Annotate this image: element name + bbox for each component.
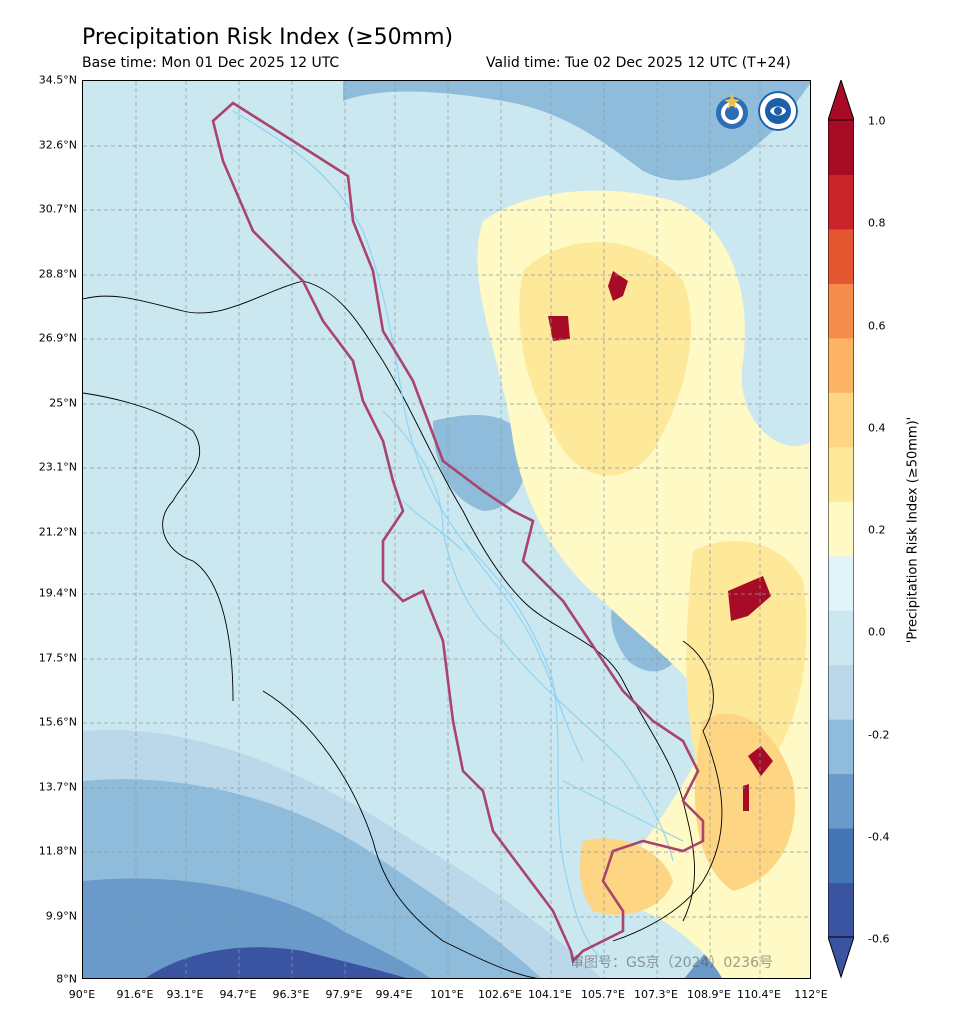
lon-tick-label: 94.7°E [219, 988, 257, 1001]
risk-cell-sichuan [608, 271, 628, 301]
lat-tick-label: 26.9°N [38, 331, 77, 345]
risk-map [83, 81, 810, 978]
colorbar-segments [828, 120, 854, 938]
colorbar-segment [828, 501, 854, 557]
contour-band-pos03-north [519, 242, 692, 476]
lat-tick-label: 32.6°N [38, 138, 77, 152]
colorbar-segment [828, 120, 854, 175]
lat-tick-label: 9.9°N [45, 909, 77, 923]
lat-tick-label: 11.8°N [38, 844, 77, 858]
contour-band-north [343, 81, 810, 181]
base-time: Base time: Mon 01 Dec 2025 12 UTC [82, 55, 340, 71]
colorbar-label: 0.8 [868, 216, 886, 230]
risk-cell-coast-small [743, 784, 749, 811]
colorbar-max-extend [828, 80, 854, 121]
lon-tick-label: 105.7°E [581, 988, 625, 1001]
chart-title: Precipitation Risk Index (≥50mm) [82, 25, 454, 50]
lat-tick-label: 25°N [49, 396, 77, 410]
country-borders [83, 280, 723, 978]
contour-blob-yunnan [433, 415, 526, 511]
colorbar-segment [828, 446, 854, 502]
colorbar-segment [828, 392, 854, 448]
graticule [83, 81, 810, 978]
colorbar-min-extend [828, 936, 854, 979]
contour-band-neg05 [145, 947, 407, 978]
lon-tick-label: 99.4°E [375, 988, 413, 1001]
colorbar-segment [828, 283, 854, 339]
lat-tick-label: 19.4°N [38, 586, 77, 600]
colorbar-segment [828, 664, 854, 720]
risk-cell-vietnam-coast [748, 746, 773, 776]
wmo-logo [716, 93, 748, 129]
lon-tick-label: 91.6°E [116, 988, 154, 1001]
lat-tick-label: 30.7°N [38, 202, 77, 216]
lon-tick-label: 93.1°E [166, 988, 204, 1001]
lon-tick-label: 108.9°E [687, 988, 731, 1001]
lon-tick-label: 102.6°E [478, 988, 522, 1001]
lon-tick-label: 104.1°E [528, 988, 572, 1001]
colorbar-label: -0.6 [868, 932, 890, 946]
colorbar-segment [828, 228, 854, 284]
colorbar-segment [828, 555, 854, 611]
colorbar-segment [828, 773, 854, 829]
lat-tick-label: 8°N [56, 972, 77, 986]
colorbar-label: 0.6 [868, 319, 886, 333]
colorbar-title: 'Precipitation Risk Index (≥50mm)' [905, 416, 921, 644]
risk-cell-guizhou [548, 316, 570, 341]
colorbar-segment [828, 828, 854, 884]
river-network [232, 110, 684, 962]
lon-tick-label: 110.4°E [737, 988, 781, 1001]
colorbar-segment [828, 174, 854, 230]
lon-tick-label: 112°E [794, 988, 828, 1001]
colorbar-segment [828, 337, 854, 393]
valid-time: Valid time: Tue 02 Dec 2025 12 UTC (T+24… [486, 55, 791, 71]
lat-tick-label: 15.6°N [38, 715, 77, 729]
lon-tick-label: 97.9°E [325, 988, 363, 1001]
lon-tick-label: 107.3°E [634, 988, 678, 1001]
lon-tick-label: 96.3°E [272, 988, 310, 1001]
map-panel [82, 80, 811, 979]
lat-tick-label: 23.1°N [38, 460, 77, 474]
lat-tick-label: 34.5°N [38, 73, 77, 87]
basin-outline [211, 101, 705, 964]
lat-tick-label: 17.5°N [38, 651, 77, 665]
colorbar-label: 0.0 [868, 625, 886, 639]
colorbar-label: 0.2 [868, 523, 886, 537]
contour-band-pos04-south [580, 838, 673, 915]
colorbar [828, 80, 854, 979]
colorbar-label: -0.2 [868, 728, 890, 742]
colorbar-segment [828, 610, 854, 666]
lat-tick-label: 13.7°N [38, 780, 77, 794]
contour-band-neg03 [83, 878, 431, 978]
lat-tick-label: 28.8°N [38, 267, 77, 281]
lon-tick-label: 101°E [430, 988, 464, 1001]
map-approval-watermark: 审图号：GS京（2024）0236号 [570, 955, 773, 971]
colorbar-label: 1.0 [868, 114, 886, 128]
lat-tick-label: 21.2°N [38, 525, 77, 539]
colorbar-frame [828, 119, 854, 938]
lon-tick-label: 90°E [68, 988, 96, 1001]
colorbar-segment [828, 882, 854, 938]
cma-logo [758, 91, 798, 131]
colorbar-label: -0.4 [868, 830, 890, 844]
colorbar-segment [828, 719, 854, 775]
colorbar-label: 0.4 [868, 421, 886, 435]
